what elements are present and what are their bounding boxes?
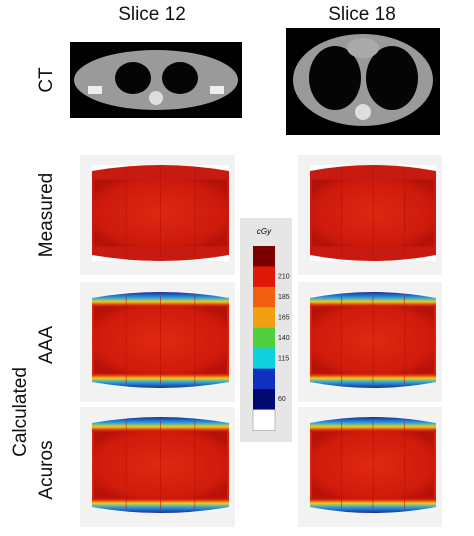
colorbar-tick-label: 140 bbox=[278, 335, 290, 342]
dose-map bbox=[80, 282, 235, 402]
row-label: Measured bbox=[36, 173, 57, 258]
colorbar-segment bbox=[253, 286, 275, 308]
ct-image bbox=[70, 42, 242, 118]
row-label: Acuros bbox=[36, 440, 57, 499]
dose-map bbox=[80, 407, 235, 527]
colorbar-segment bbox=[253, 348, 275, 370]
group-label: Calculated bbox=[10, 367, 31, 457]
colorbar-tick-label: 165 bbox=[278, 314, 290, 321]
dose-map bbox=[298, 407, 442, 527]
colorbar-segment bbox=[253, 327, 275, 349]
dose-map bbox=[80, 155, 235, 275]
row-label: AAA bbox=[36, 326, 57, 364]
column-header: Slice 18 bbox=[328, 4, 396, 25]
colorbar-tick-label: 185 bbox=[278, 294, 290, 301]
column-header: Slice 12 bbox=[118, 4, 186, 25]
colorbar-segment bbox=[253, 389, 275, 411]
colorbar-segment bbox=[252, 409, 276, 431]
dose-map bbox=[298, 155, 442, 275]
row-label: CT bbox=[36, 67, 57, 93]
colorbar-segment bbox=[253, 246, 275, 267]
dose-map bbox=[298, 282, 442, 402]
colorbar-unit: cGy bbox=[257, 227, 272, 236]
colorbar-segment bbox=[253, 266, 275, 288]
colorbar-tick-label: 210 bbox=[278, 274, 290, 281]
colorbar-tick-label: 60 bbox=[278, 396, 286, 403]
ct-image bbox=[286, 28, 440, 135]
colorbar-segment bbox=[253, 368, 275, 390]
colorbar-segment bbox=[253, 307, 275, 329]
colorbar-tick-label: 115 bbox=[278, 355, 289, 362]
